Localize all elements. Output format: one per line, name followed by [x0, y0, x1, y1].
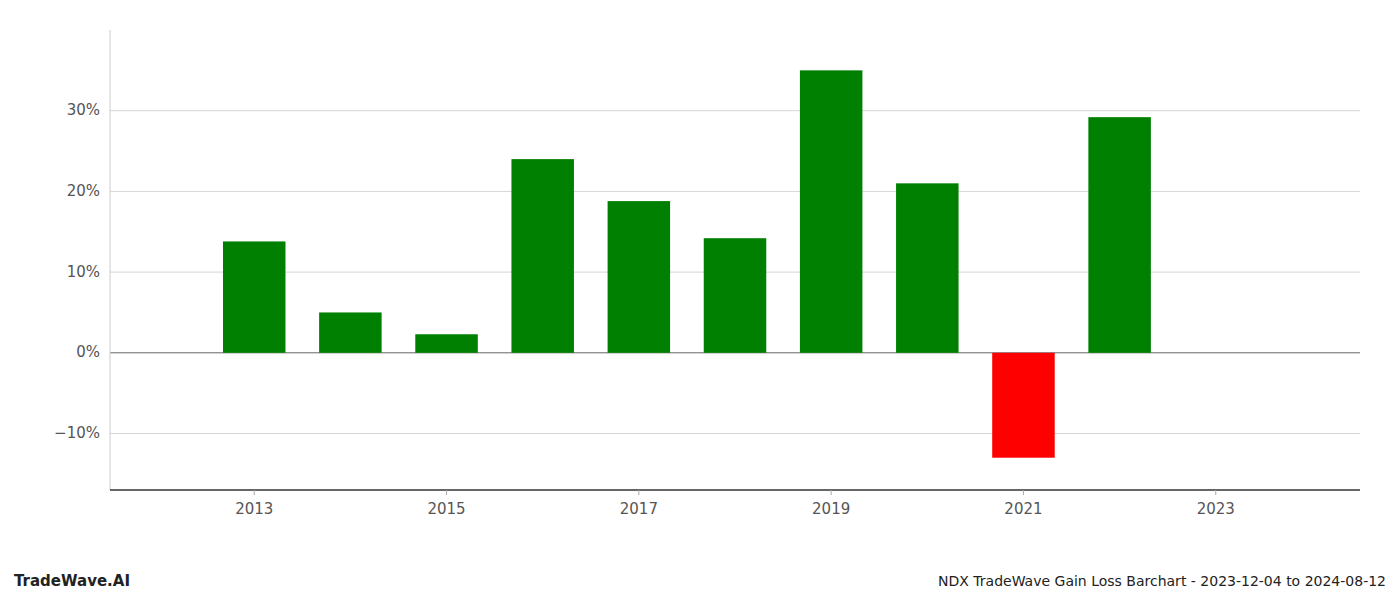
bars	[223, 70, 1151, 457]
x-tick-label: 2015	[427, 500, 465, 518]
y-tick-label: 10%	[67, 263, 100, 281]
bar	[223, 241, 286, 352]
y-axis-line	[110, 30, 111, 490]
bar	[319, 312, 382, 352]
y-tick-label: 30%	[67, 101, 100, 119]
bar	[511, 159, 574, 353]
x-tick-label: 2021	[1004, 500, 1042, 518]
x-axis-line	[110, 489, 1360, 491]
bar	[704, 238, 767, 353]
grid-line	[110, 191, 1360, 192]
bar	[1088, 117, 1151, 353]
grid-line	[110, 433, 1360, 434]
x-tick-label: 2019	[812, 500, 850, 518]
title: NDX TradeWave Gain Loss Barchart - 2023-…	[938, 573, 1386, 589]
x-tick-label: 2023	[1197, 500, 1235, 518]
y-tick-label: 0%	[76, 343, 100, 361]
grid	[110, 111, 1360, 434]
bar	[896, 183, 959, 352]
x-tick	[446, 490, 447, 495]
y-tick-label: −10%	[54, 424, 100, 442]
x-axis: 2013 2015 2017 2019 2021 2023	[110, 490, 1360, 518]
x-tick-label: 2013	[235, 500, 273, 518]
y-tick-label: 20%	[67, 182, 100, 200]
y-axis: −10% 0% 10% 20% 30%	[54, 30, 110, 490]
bar	[800, 70, 863, 352]
grid-line	[110, 110, 1360, 111]
x-tick	[1023, 490, 1024, 495]
bar	[415, 334, 478, 353]
bar	[608, 201, 671, 353]
x-tick	[1215, 490, 1216, 495]
x-tick	[254, 490, 255, 495]
watermark: TradeWave.AI	[14, 572, 130, 590]
x-tick	[831, 490, 832, 495]
chart-svg: −10% 0% 10% 20% 30% 2013 2015 2017 2019 2021 2023 T…	[0, 0, 1400, 600]
x-tick	[638, 490, 639, 495]
x-tick-label: 2017	[620, 500, 658, 518]
chart-container: −10% 0% 10% 20% 30% 2013 2015 2017 2019 2021 2023 T…	[0, 0, 1400, 600]
bar	[992, 353, 1055, 458]
